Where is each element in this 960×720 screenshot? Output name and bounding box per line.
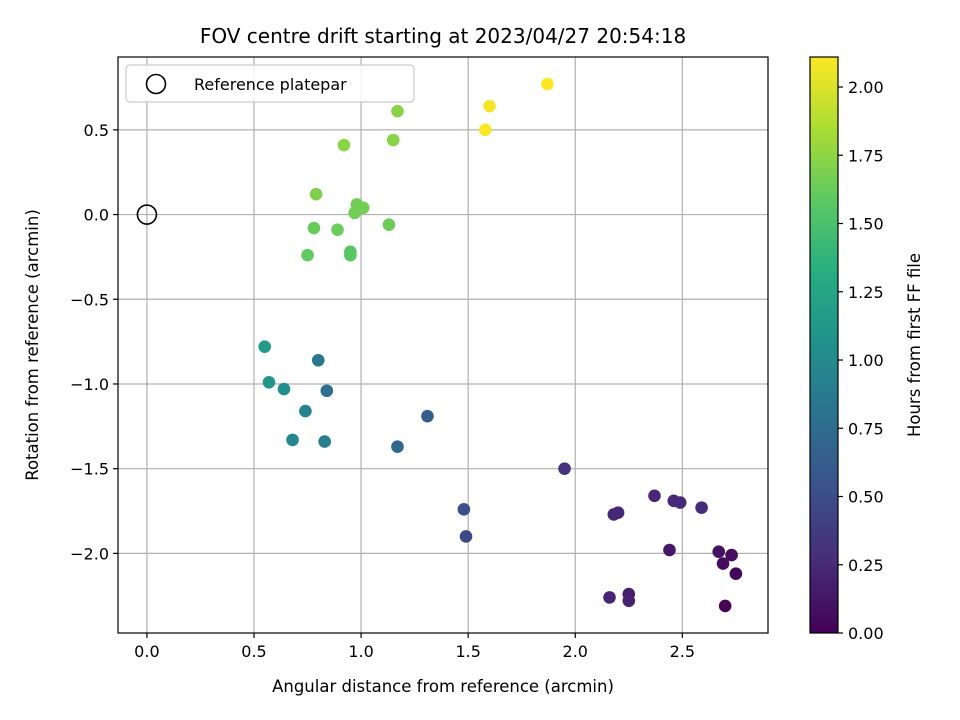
- data-point: [286, 433, 299, 447]
- data-point: [391, 440, 404, 453]
- y-tick-label: 0.0: [84, 206, 109, 225]
- legend-marker-icon: [145, 73, 167, 95]
- data-point: [337, 138, 351, 152]
- data-point: [663, 543, 676, 557]
- data-point: [648, 489, 661, 503]
- data-point: [541, 77, 554, 91]
- legend-box: [125, 64, 415, 103]
- data-point: [459, 530, 473, 543]
- data-point: [729, 567, 743, 581]
- x-tick-label: 2.0: [563, 642, 588, 661]
- data-point: [673, 496, 687, 509]
- x-tick-label: 2.5: [670, 642, 695, 661]
- data-point: [718, 599, 732, 613]
- data-point: [483, 99, 496, 113]
- data-points: [258, 77, 743, 613]
- data-point: [307, 221, 321, 235]
- y-axis-ticks: −2.0 −1.5 −1.0 −0.5 0.0 0.5: [70, 121, 118, 563]
- data-point: [262, 375, 276, 389]
- data-point: [386, 133, 400, 147]
- data-point: [277, 382, 291, 396]
- y-tick-label: 0.5: [84, 121, 109, 140]
- colorbar-tick-label: 1.25: [848, 283, 884, 302]
- reference-platepar-marker: [136, 204, 158, 225]
- colorbar-tick-label: 0.25: [848, 556, 884, 575]
- data-point: [320, 384, 334, 398]
- legend-label: Reference platepar: [194, 75, 347, 94]
- data-point: [712, 545, 726, 558]
- data-point: [421, 409, 434, 423]
- data-point: [716, 557, 730, 570]
- colorbar-tick-label: 1.50: [848, 215, 884, 234]
- x-axis-label: Angular distance from reference (arcmin): [272, 677, 614, 696]
- y-axis-label: Rotation from reference (arcmin): [23, 209, 42, 481]
- x-tick-label: 0.5: [241, 642, 266, 661]
- colorbar-label: Hours from first FF file: [905, 253, 924, 437]
- colorbar-tick-label: 0.50: [848, 488, 884, 507]
- colorbar-ticks: 0.00 0.25 0.50 0.75 1.00 1.25 1.50 1.75 2.00: [838, 78, 884, 643]
- grid-lines: [118, 57, 768, 633]
- data-point: [603, 591, 616, 604]
- colorbar: 0.00 0.25 0.50 0.75 1.00 1.25 1.50 1.75 2.00 Hou…: [809, 56, 924, 643]
- colorbar-tick-label: 0.00: [848, 624, 884, 643]
- data-point: [311, 353, 325, 367]
- data-point: [299, 404, 312, 418]
- data-point: [331, 223, 344, 237]
- data-point: [622, 594, 636, 608]
- data-point: [725, 548, 738, 562]
- y-tick-label: −0.5: [70, 290, 109, 309]
- data-point: [309, 187, 323, 201]
- colorbar-tick-label: 1.75: [848, 146, 884, 165]
- data-point: [344, 248, 357, 262]
- colorbar-tick-label: 2.00: [848, 78, 884, 97]
- x-tick-label: 0.0: [134, 642, 159, 661]
- colorbar-tick-label: 0.75: [848, 419, 884, 438]
- x-axis-ticks: 0.0 0.5 1.0 1.5 2.0 2.5: [134, 633, 695, 661]
- x-tick-label: 1.5: [455, 642, 480, 661]
- data-point: [258, 340, 272, 353]
- chart-title: FOV centre drift starting at 2023/04/27 …: [200, 24, 686, 48]
- data-point: [391, 104, 404, 118]
- plot-frame: [117, 56, 769, 634]
- legend: Reference platepar: [125, 64, 415, 103]
- data-point: [611, 506, 625, 520]
- y-tick-label: −1.5: [70, 460, 109, 479]
- data-point: [457, 503, 471, 516]
- data-point: [382, 218, 396, 232]
- y-tick-label: −2.0: [70, 544, 109, 563]
- colorbar-tick-label: 1.00: [848, 351, 884, 370]
- data-point: [558, 462, 571, 475]
- data-point: [318, 435, 331, 448]
- x-tick-label: 1.0: [348, 642, 373, 661]
- y-tick-label: −1.0: [70, 375, 109, 394]
- data-point: [356, 201, 370, 215]
- data-point: [478, 123, 492, 137]
- colorbar-gradient: [809, 56, 839, 634]
- data-point: [695, 501, 708, 514]
- data-point: [301, 248, 314, 262]
